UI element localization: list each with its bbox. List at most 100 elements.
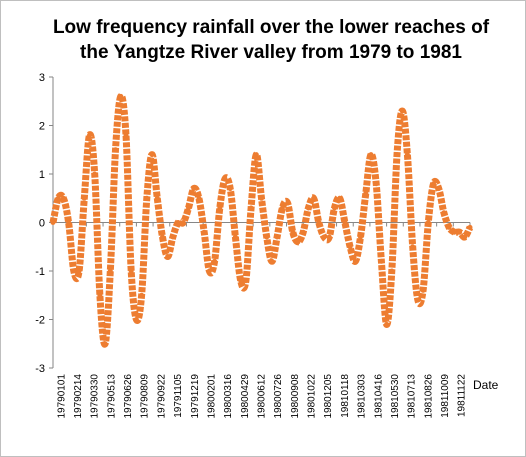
data-point	[71, 268, 77, 274]
data-point	[201, 229, 207, 235]
x-tick-label: 19790214	[73, 374, 84, 419]
data-point	[128, 268, 134, 274]
data-point	[206, 268, 212, 274]
data-point	[92, 171, 98, 177]
data-point	[446, 224, 452, 230]
data-point	[420, 287, 426, 293]
x-tick-label: 19810530	[390, 374, 401, 419]
data-point	[290, 229, 296, 235]
data-point	[264, 234, 270, 240]
x-tick-label: 19801022	[307, 374, 318, 419]
data-point	[243, 278, 249, 284]
x-tick-label: 19800726	[273, 374, 284, 419]
data-point	[441, 210, 447, 216]
data-point	[295, 239, 301, 245]
data-point	[144, 195, 150, 201]
data-point	[248, 205, 254, 211]
x-tick-label: 19790101	[56, 374, 67, 419]
data-point	[389, 268, 395, 274]
data-point	[165, 254, 171, 259]
data-point	[175, 220, 181, 225]
data-point	[60, 195, 66, 201]
x-tick-label: 19810416	[373, 374, 384, 419]
x-tick-label: 19791105	[173, 374, 184, 418]
data-point	[347, 244, 353, 250]
y-tick-label: -3	[35, 363, 45, 375]
data-point	[274, 234, 280, 240]
data-point	[326, 234, 332, 240]
data-point	[399, 108, 405, 114]
data-point	[404, 152, 410, 158]
data-point	[337, 195, 343, 201]
data-point	[232, 234, 238, 240]
data-point	[154, 195, 160, 201]
y-tick-label: 0	[39, 218, 45, 230]
data-point	[410, 244, 416, 250]
x-tick-label: 19790922	[156, 374, 167, 419]
data-point	[66, 220, 72, 225]
data-point	[425, 220, 431, 225]
data-point	[50, 220, 56, 225]
data-point	[305, 205, 311, 211]
data-point	[316, 220, 322, 225]
data-point	[285, 200, 291, 206]
data-point	[87, 132, 92, 138]
data-point	[238, 278, 244, 284]
data-point	[81, 195, 87, 201]
data-point	[457, 229, 463, 235]
data-point	[76, 268, 82, 274]
x-tick-label: 19800612	[257, 374, 268, 419]
data-point	[149, 152, 155, 158]
x-tick-label: 19811122	[457, 374, 468, 417]
data-point	[118, 93, 124, 99]
data-point	[259, 195, 264, 201]
data-point	[97, 292, 103, 298]
data-point	[415, 297, 421, 303]
x-tick-label: 19800316	[223, 374, 234, 419]
x-tick-label: 19800201	[206, 374, 217, 419]
data-point	[191, 186, 197, 192]
data-point	[180, 220, 186, 225]
x-tick-label: 19800908	[290, 374, 301, 419]
x-tick-label: 19810713	[407, 374, 418, 419]
data-point	[212, 258, 218, 264]
x-tick-label: 19790513	[106, 374, 117, 419]
data-point	[133, 317, 139, 322]
x-tick-label: 19810118	[340, 374, 351, 418]
data-point	[279, 205, 285, 211]
data-point	[462, 234, 468, 240]
chart-title: Low frequency rainfall over the lower re…	[52, 17, 490, 63]
data-point	[384, 321, 390, 327]
data-point	[467, 224, 473, 230]
data-point	[217, 205, 223, 211]
data-point	[107, 268, 113, 274]
data-point	[113, 147, 118, 153]
data-point	[352, 258, 358, 264]
x-tick-label: 19790330	[90, 374, 101, 419]
data-point	[227, 186, 233, 192]
data-point	[139, 292, 145, 298]
data-point	[332, 205, 337, 211]
data-point	[436, 186, 442, 192]
data-point	[222, 176, 228, 182]
y-tick-label: 2	[39, 121, 45, 133]
x-tick-label: 19790809	[140, 374, 151, 419]
data-point	[321, 234, 327, 240]
series-line	[49, 92, 474, 348]
data-point	[186, 205, 191, 211]
data-point	[394, 152, 400, 158]
data-point	[102, 341, 108, 347]
data-point	[123, 132, 129, 138]
data-point	[311, 195, 317, 201]
data-point	[363, 190, 369, 196]
data-point	[451, 229, 457, 235]
x-axis-title: Date	[473, 378, 499, 392]
data-point	[55, 195, 61, 201]
x-tick-label: 19790626	[123, 374, 134, 419]
data-point	[431, 181, 436, 187]
x-tick-label: 19800429	[240, 374, 251, 419]
x-tick-label: 19811009	[440, 374, 451, 418]
data-point	[170, 234, 176, 240]
